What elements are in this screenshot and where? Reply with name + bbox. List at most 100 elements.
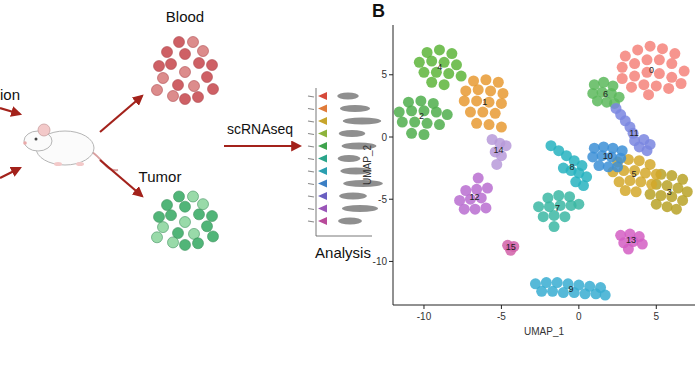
- point: [641, 145, 652, 156]
- mouse-nose: [23, 141, 27, 145]
- blood-cell: [188, 37, 199, 48]
- tumor-cell: [193, 238, 204, 249]
- cluster: [530, 277, 611, 300]
- cluster: [414, 44, 467, 90]
- mouse-tail: [92, 152, 118, 170]
- arrow: [0, 108, 20, 114]
- x-tick-label: 0: [576, 311, 582, 322]
- cluster-label: 4: [437, 62, 442, 72]
- blood-cell: [207, 60, 218, 71]
- point: [549, 221, 560, 232]
- point: [418, 67, 429, 78]
- cluster-label: 6: [603, 89, 608, 99]
- cluster: [454, 173, 493, 215]
- thumb-tick: [308, 209, 314, 210]
- point: [651, 80, 662, 91]
- point: [496, 122, 507, 133]
- point: [533, 201, 544, 212]
- blood-cell: [166, 59, 177, 70]
- point: [493, 77, 504, 88]
- cluster-label: 2: [419, 111, 424, 121]
- cluster: [615, 229, 648, 255]
- point: [629, 71, 640, 82]
- analysis-label: Analysis: [315, 244, 371, 261]
- point: [434, 44, 445, 55]
- point: [538, 211, 549, 222]
- thumb-violin: [318, 105, 327, 113]
- point: [643, 89, 654, 100]
- tumor-cell: [158, 222, 169, 233]
- thumb-tick: [308, 109, 314, 110]
- blood-cell: [194, 58, 205, 69]
- blood-cell: [202, 72, 213, 83]
- point: [666, 72, 677, 83]
- point: [559, 211, 570, 222]
- point: [473, 173, 484, 184]
- cluster-label: 14: [494, 145, 504, 155]
- point: [471, 95, 482, 106]
- arrow: [100, 160, 142, 196]
- thumb-tick: [308, 146, 314, 147]
- thumb-axis: [316, 88, 317, 236]
- point: [406, 105, 417, 116]
- point: [443, 68, 454, 79]
- thumb-violin: [318, 155, 327, 163]
- thumb-dots: [337, 93, 359, 100]
- point: [654, 68, 665, 79]
- cluster-label: 13: [626, 235, 636, 245]
- y-tick-label: -10: [373, 256, 388, 267]
- point: [651, 169, 662, 180]
- blood-cell: [189, 81, 200, 92]
- point: [651, 199, 662, 210]
- cluster: [487, 134, 512, 170]
- blood-cell: [193, 92, 204, 103]
- tumor-cell: [174, 191, 185, 202]
- point: [641, 54, 652, 65]
- cluster-label: 1: [482, 97, 487, 107]
- tumor-cell: [208, 231, 219, 242]
- blood-label: Blood: [166, 8, 204, 25]
- point: [578, 180, 589, 191]
- point: [451, 59, 462, 70]
- cluster-label: 5: [632, 169, 637, 179]
- tumor-cell: [166, 210, 177, 221]
- point: [573, 199, 584, 210]
- arrow: [0, 168, 20, 178]
- thumb-axis: [316, 236, 372, 237]
- point: [669, 48, 680, 59]
- blood-cell: [152, 85, 163, 96]
- y-axis-line: [393, 25, 394, 305]
- point: [671, 204, 682, 215]
- cluster-label: 3: [667, 187, 672, 197]
- point: [496, 98, 507, 109]
- blood-cell: [180, 49, 191, 60]
- point: [593, 160, 604, 171]
- point: [631, 186, 642, 197]
- cluster: [394, 95, 453, 140]
- point: [459, 204, 470, 215]
- point: [628, 128, 639, 139]
- thumb-dots: [340, 105, 370, 112]
- point: [629, 58, 640, 69]
- point: [635, 176, 646, 187]
- point: [632, 44, 643, 55]
- point: [473, 84, 484, 95]
- point: [446, 48, 457, 59]
- point: [617, 62, 628, 73]
- point: [553, 190, 564, 201]
- thumb-dots: [338, 155, 361, 162]
- point: [439, 79, 450, 90]
- cluster-label: 12: [469, 192, 479, 202]
- point: [484, 119, 495, 130]
- point: [480, 74, 491, 85]
- thumb-dots: [342, 205, 378, 212]
- point: [480, 202, 491, 213]
- thumb-tick: [308, 159, 314, 160]
- thumb-violin: [318, 192, 327, 200]
- point: [426, 56, 437, 67]
- point: [600, 290, 611, 301]
- y-tick: [389, 261, 393, 262]
- y-tick-label: -5: [378, 194, 387, 205]
- point: [612, 161, 623, 172]
- blood-cell: [180, 67, 191, 78]
